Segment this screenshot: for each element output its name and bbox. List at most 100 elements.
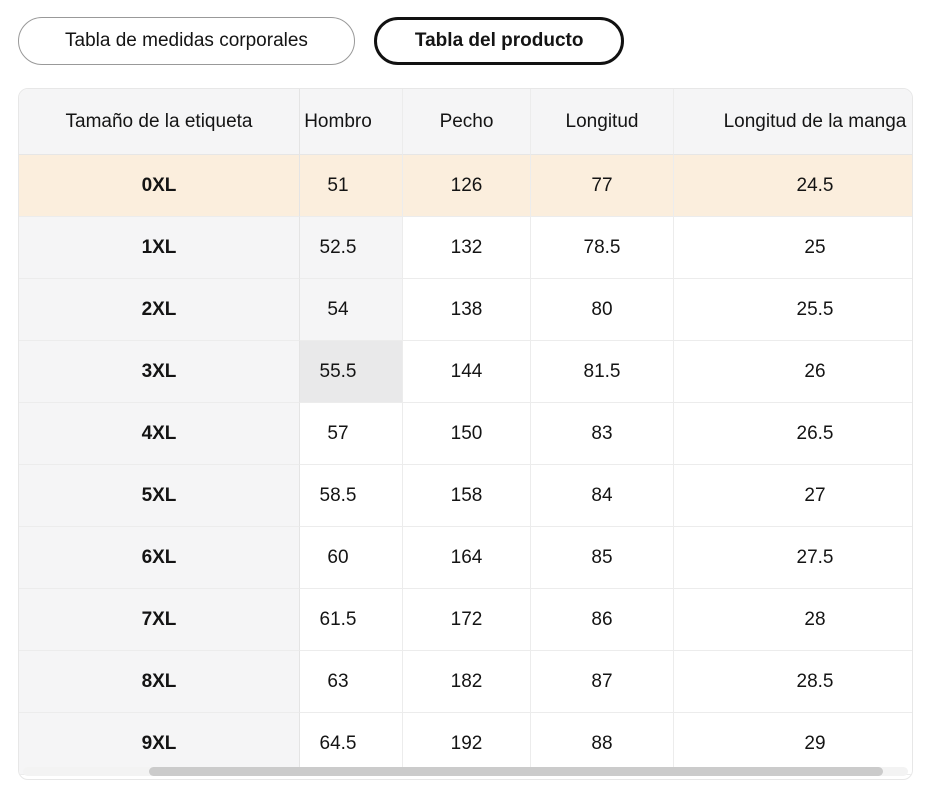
size-label-cell[interactable]: 2XL [19, 279, 300, 341]
measurement-cell[interactable]: 54 [300, 279, 403, 341]
measurement-value: 25 [804, 236, 826, 258]
measurement-cell[interactable]: 58.5 [300, 465, 403, 527]
measurement-cell[interactable]: 77 [531, 155, 674, 217]
measurement-value: 80 [591, 298, 613, 320]
size-label-cell[interactable]: 1XL [19, 217, 300, 279]
size-label: 5XL [141, 484, 177, 506]
column-header-label: Pecho [439, 110, 494, 132]
measurement-value: 138 [450, 298, 483, 320]
measurement-cell[interactable]: 29 [674, 713, 912, 775]
measurement-value: 60 [327, 546, 349, 568]
size-label: 7XL [141, 608, 177, 630]
size-label-cell[interactable]: 7XL [19, 589, 300, 651]
size-label-cell[interactable]: 8XL [19, 651, 300, 713]
size-label: 0XL [141, 174, 177, 196]
measurement-cell[interactable]: 57 [300, 403, 403, 465]
measurement-value: 182 [450, 670, 483, 692]
size-label-cell[interactable]: 9XL [19, 713, 300, 775]
measurement-cell[interactable]: 83 [531, 403, 674, 465]
measurement-value: 28 [804, 608, 826, 630]
measurement-cell[interactable]: 27.5 [674, 527, 912, 589]
measurement-cell[interactable]: 26.5 [674, 403, 912, 465]
measurement-value: 78.5 [583, 236, 621, 258]
horizontal-scrollbar-track[interactable] [23, 767, 908, 776]
measurement-value: 55.5 [319, 360, 357, 382]
column-header-4: Longitud de la manga [674, 89, 912, 155]
size-label: 4XL [141, 422, 177, 444]
measurement-cell[interactable]: 55.5 [300, 341, 403, 403]
measurement-cell[interactable]: 63 [300, 651, 403, 713]
measurement-cell[interactable]: 64.5 [300, 713, 403, 775]
tab-body-measurements[interactable]: Tabla de medidas corporales [18, 17, 355, 65]
measurement-cell[interactable]: 158 [403, 465, 531, 527]
measurement-cell[interactable]: 150 [403, 403, 531, 465]
measurement-value: 77 [591, 174, 613, 196]
measurement-cell[interactable]: 28 [674, 589, 912, 651]
measurement-cell[interactable]: 182 [403, 651, 531, 713]
measurement-cell[interactable]: 192 [403, 713, 531, 775]
measurement-value: 144 [450, 360, 483, 382]
size-label: 8XL [141, 670, 177, 692]
measurement-value: 132 [450, 236, 483, 258]
measurement-value: 150 [450, 422, 483, 444]
column-header-label: Longitud [565, 110, 639, 132]
measurement-value: 87 [591, 670, 613, 692]
size-label-cell[interactable]: 5XL [19, 465, 300, 527]
measurement-cell[interactable]: 126 [403, 155, 531, 217]
measurement-value: 61.5 [319, 608, 357, 630]
measurement-value: 86 [591, 608, 613, 630]
measurement-cell[interactable]: 138 [403, 279, 531, 341]
size-label: 1XL [141, 236, 177, 258]
measurement-value: 27.5 [796, 546, 834, 568]
measurement-cell[interactable]: 25.5 [674, 279, 912, 341]
measurement-value: 54 [327, 298, 349, 320]
measurement-value: 57 [327, 422, 349, 444]
size-table-grid: Tamaño de la etiqueta Hombro Pecho Longitud… [19, 89, 912, 775]
measurement-cell[interactable]: 84 [531, 465, 674, 527]
measurement-cell[interactable]: 51 [300, 155, 403, 217]
measurement-cell[interactable]: 80 [531, 279, 674, 341]
horizontal-scrollbar-thumb[interactable] [149, 767, 883, 776]
measurement-cell[interactable]: 81.5 [531, 341, 674, 403]
measurement-cell[interactable]: 78.5 [531, 217, 674, 279]
measurement-cell[interactable]: 86 [531, 589, 674, 651]
measurement-value: 81.5 [583, 360, 621, 382]
size-label-cell[interactable]: 6XL [19, 527, 300, 589]
tab-product-table[interactable]: Tabla del producto [373, 17, 625, 65]
measurement-cell[interactable]: 25 [674, 217, 912, 279]
column-header-2: Pecho [403, 89, 531, 155]
measurement-value: 84 [591, 484, 613, 506]
measurement-cell[interactable]: 52.5 [300, 217, 403, 279]
measurement-value: 58.5 [319, 484, 357, 506]
column-header-label: Hombro [304, 110, 372, 132]
size-label-cell[interactable]: 4XL [19, 403, 300, 465]
measurement-value: 24.5 [796, 174, 834, 196]
measurement-value: 26.5 [796, 422, 834, 444]
measurement-cell[interactable]: 61.5 [300, 589, 403, 651]
measurement-value: 27 [804, 484, 826, 506]
measurement-cell[interactable]: 28.5 [674, 651, 912, 713]
measurement-cell[interactable]: 26 [674, 341, 912, 403]
measurement-cell[interactable]: 87 [531, 651, 674, 713]
measurement-cell[interactable]: 60 [300, 527, 403, 589]
measurement-value: 51 [327, 174, 349, 196]
measurement-value: 172 [450, 608, 483, 630]
measurement-cell[interactable]: 144 [403, 341, 531, 403]
measurement-cell[interactable]: 132 [403, 217, 531, 279]
size-label: 6XL [141, 546, 177, 568]
size-label: 2XL [141, 298, 177, 320]
measurement-cell[interactable]: 164 [403, 527, 531, 589]
measurement-cell[interactable]: 27 [674, 465, 912, 527]
measurement-value: 64.5 [319, 732, 357, 754]
measurement-cell[interactable]: 88 [531, 713, 674, 775]
measurement-cell[interactable]: 85 [531, 527, 674, 589]
size-label-cell[interactable]: 3XL [19, 341, 300, 403]
measurement-cell[interactable]: 172 [403, 589, 531, 651]
size-chart-tabs: Tabla de medidas corporales Tabla del pr… [18, 17, 625, 65]
size-label-cell[interactable]: 0XL [19, 155, 300, 217]
product-size-table: Tamaño de la etiqueta Hombro Pecho Longitud… [18, 88, 913, 780]
measurement-cell[interactable]: 24.5 [674, 155, 912, 217]
size-label: 3XL [141, 360, 177, 382]
measurement-value: 88 [591, 732, 613, 754]
